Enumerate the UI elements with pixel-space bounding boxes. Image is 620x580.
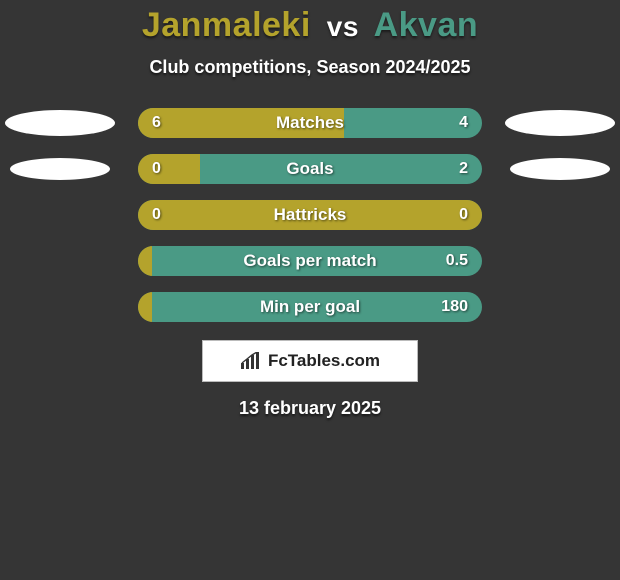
right-decor-slot [500,108,620,138]
stat-bar: Min per goal180 [138,292,482,322]
right-decor-slot [500,154,620,184]
stat-right-value: 180 [441,292,468,322]
stat-rows: 6Matches40Goals20Hattricks0Goals per mat… [0,108,620,322]
stat-row: 6Matches4 [0,108,620,138]
left-decor-slot [0,246,120,276]
stat-row: Goals per match0.5 [0,246,620,276]
decor-ellipse [510,158,610,180]
player1-name: Janmaleki [142,6,311,44]
stat-label: Goals [138,154,482,184]
decor-ellipse [5,110,115,136]
comparison-infographic: Janmaleki vs Akvan Club competitions, Se… [0,0,620,580]
brand-box: FcTables.com [202,340,418,382]
stat-right-value: 2 [459,154,468,184]
stat-row: 0Goals2 [0,154,620,184]
right-decor-slot [500,292,620,322]
left-decor-slot [0,292,120,322]
date-text: 13 february 2025 [0,398,620,419]
stat-label: Min per goal [138,292,482,322]
subtitle: Club competitions, Season 2024/2025 [0,57,620,78]
right-decor-slot [500,246,620,276]
decor-ellipse [10,158,110,180]
stat-right-value: 0 [459,200,468,230]
stat-row: 0Hattricks0 [0,200,620,230]
brand-text: FcTables.com [268,351,380,371]
player2-name: Akvan [374,6,479,44]
stat-right-value: 0.5 [446,246,468,276]
stat-right-value: 4 [459,108,468,138]
left-decor-slot [0,108,120,138]
stat-label: Matches [138,108,482,138]
left-decor-slot [0,200,120,230]
decor-ellipse [505,110,615,136]
stat-bar: 0Goals2 [138,154,482,184]
stat-bar: Goals per match0.5 [138,246,482,276]
page-title: Janmaleki vs Akvan [0,0,620,45]
stat-bar: 6Matches4 [138,108,482,138]
vs-label: vs [327,11,359,42]
stat-label: Goals per match [138,246,482,276]
stat-label: Hattricks [138,200,482,230]
left-decor-slot [0,154,120,184]
stat-row: Min per goal180 [0,292,620,322]
barchart-icon [240,352,262,370]
stat-bar: 0Hattricks0 [138,200,482,230]
right-decor-slot [500,200,620,230]
